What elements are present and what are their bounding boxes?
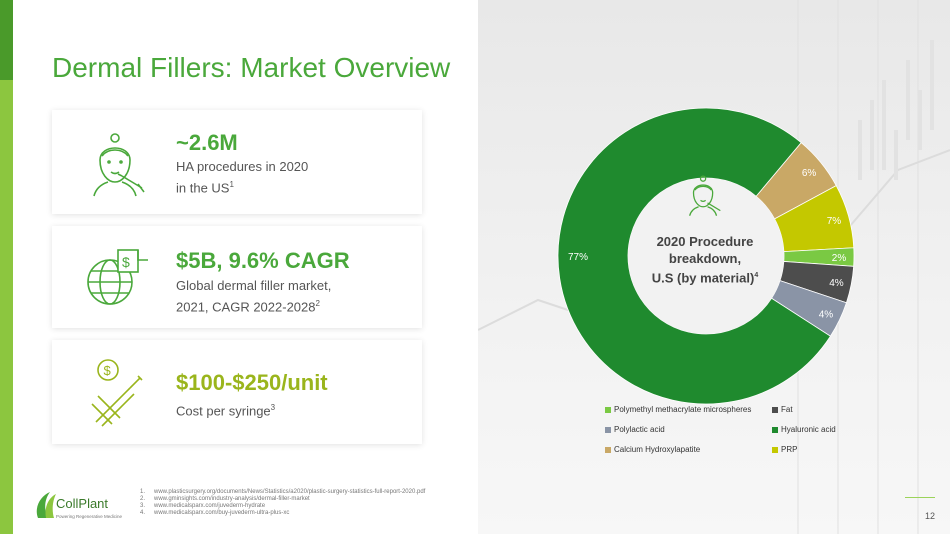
procedures-description: HA procedures in 2020 in the US1 [176,158,308,197]
logo-mark: CollPlant Powering Regenerative Medicine [36,492,123,519]
stat-card-cost: $ $100-$250/unit Cost per syringe3 [52,340,422,444]
legend-swatch [605,406,611,413]
donut-slice-label: 2% [832,253,847,264]
reference-item: 1. www.plasticsurgery.org/documents/News/… [140,489,425,496]
procedures-desc-line2: in the US [176,180,230,196]
center-label-line1: 2020 Procedure [656,234,754,249]
donut-slice-label: 77% [568,252,588,263]
collplant-logo: CollPlant Powering Regenerative Medicine [32,488,142,529]
logo-name: CollPlant [56,496,108,511]
svg-text:$: $ [122,254,130,270]
legend-swatch [772,446,778,453]
reference-number: 4. [140,510,146,516]
cost-footnote: 3 [270,403,276,412]
dollar-syringe-icon: $ [91,359,143,427]
legend-label: PRP [781,445,798,454]
market-footnote: 2 [315,299,320,308]
reference-item: 2. www.gminsights.com/industry-analysis/d… [140,496,425,503]
procedures-desc-line1: HA procedures in 2020 [176,159,309,174]
left-accent-bar [0,0,13,534]
svg-text:$: $ [104,363,112,378]
globe-dollar-icon: $ [87,249,148,305]
legend-item: PRP [772,445,797,454]
market-headline: $5B, 9.6% CAGR [176,248,350,273]
stat-card-market: $ $5B, 9.6% CAGR Global dermal filler ma… [52,226,422,328]
legend-swatch [772,406,778,413]
legend-swatch [772,426,778,433]
reference-item: 4. www.medicalsparx.com/buy-juvederm-ultr… [140,510,425,517]
face-syringe-icon [689,175,721,216]
procedures-headline: ~2.6M [176,130,238,155]
legend-item: Polymethyl methacrylate microspheres [605,405,751,414]
donut-slice-label: 7% [827,216,842,227]
reference-link[interactable]: www.medicalsparx.com/buy-juvederm-ultra-… [154,510,290,516]
market-desc-line2: 2021, CAGR 2022-2028 [176,299,316,315]
page-number: 12 [925,511,936,521]
logo-tagline: Powering Regenerative Medicine [56,514,123,519]
cost-desc-line1: Cost per syringe [176,403,271,419]
donut-slice-label: 4% [819,309,834,320]
reference-link[interactable]: www.gminsights.com/industry-analysis/der… [154,496,310,502]
stat-card-procedures: ~2.6M HA procedures in 2020 in the US1 [52,110,422,214]
legend-item: Fat [772,405,793,414]
legend-item: Calcium Hydroxylapatite [605,445,700,454]
reference-number: 2. [140,496,146,502]
cost-headline: $100-$250/unit [176,370,328,395]
legend-item: Polylactic acid [605,425,665,434]
reference-number: 3. [140,503,146,509]
market-description: Global dermal filler market, 2021, CAGR … [176,277,331,316]
reference-link[interactable]: www.plasticsurgery.org/documents/News/St… [154,489,426,495]
legend-label: Polymethyl methacrylate microspheres [614,405,752,414]
left-accent-bar-top [0,0,13,80]
donut-slice-label: 4% [829,278,844,289]
center-label-line2: breakdown, [668,251,742,266]
market-desc-line1: Global dermal filler market, [176,278,332,293]
face-syringe-icon [93,133,145,197]
footer-rule [905,497,935,498]
procedure-breakdown-donut: 6% 7% 2% 4% 4% 77% [557,107,855,405]
donut-slice-label: 6% [802,168,817,179]
donut-hole [628,178,784,334]
legend-swatch [605,426,611,433]
legend-label: Fat [781,405,793,414]
donut-center-label: 2020 Procedure breakdown, U.S (by materi… [640,175,770,286]
legend-label: Polylactic acid [614,425,665,434]
reference-link[interactable]: www.medicalsparx.com/juvederm-hydrate [154,503,266,509]
legend-label: Hyaluronic acid [781,425,836,434]
reference-number: 1. [140,489,146,495]
center-label-footnote: 4 [754,272,759,279]
center-label-line3: U.S (by material) [651,270,755,286]
reference-item: 3. www.medicalsparx.com/juvederm-hydrate [140,503,425,510]
legend-swatch [605,446,611,453]
cost-description: Cost per syringe3 [176,399,275,420]
legend-item: Hyaluronic acid [772,425,836,434]
slide-title: Dermal Fillers: Market Overview [52,52,451,83]
references-list: 1. www.plasticsurgery.org/documents/News/… [140,489,425,517]
legend-label: Calcium Hydroxylapatite [614,445,701,454]
procedures-footnote: 1 [229,180,234,189]
